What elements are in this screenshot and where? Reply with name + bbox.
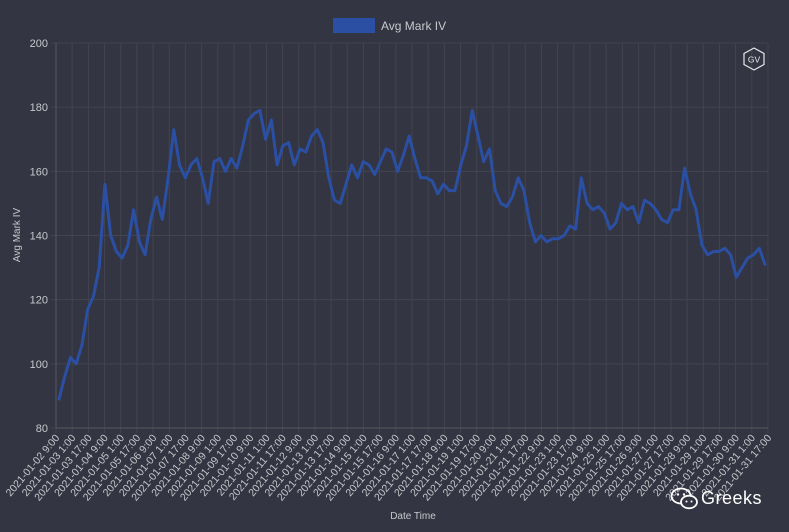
y-tick-label: 180 <box>30 102 48 114</box>
legend[interactable]: Avg Mark IV <box>333 18 446 33</box>
watermark-text: Greeks <box>701 488 763 508</box>
y-tick-label: 160 <box>30 166 48 178</box>
y-tick-label: 100 <box>30 359 48 371</box>
grid <box>51 42 769 433</box>
watermark: Greeks <box>670 486 770 514</box>
gv-hexagon-logo: GV <box>742 47 766 71</box>
series-layer <box>57 108 767 401</box>
y-tick-label: 140 <box>30 231 48 243</box>
wechat-icon <box>670 487 698 510</box>
y-axis-ticks: 80 100 120 140 160 180 200 <box>30 38 48 435</box>
y-axis-label: Avg Mark IV <box>12 208 23 263</box>
legend-label: Avg Mark IV <box>381 19 446 33</box>
legend-swatch <box>333 18 375 33</box>
y-tick-label: 120 <box>30 295 48 307</box>
y-tick-label: 80 <box>36 423 48 435</box>
x-axis-label: Date Time <box>390 511 436 522</box>
y-tick-label: 200 <box>30 38 48 50</box>
logo-text: GV <box>748 55 761 65</box>
series-line-avg-mark-iv[interactable] <box>57 108 767 401</box>
